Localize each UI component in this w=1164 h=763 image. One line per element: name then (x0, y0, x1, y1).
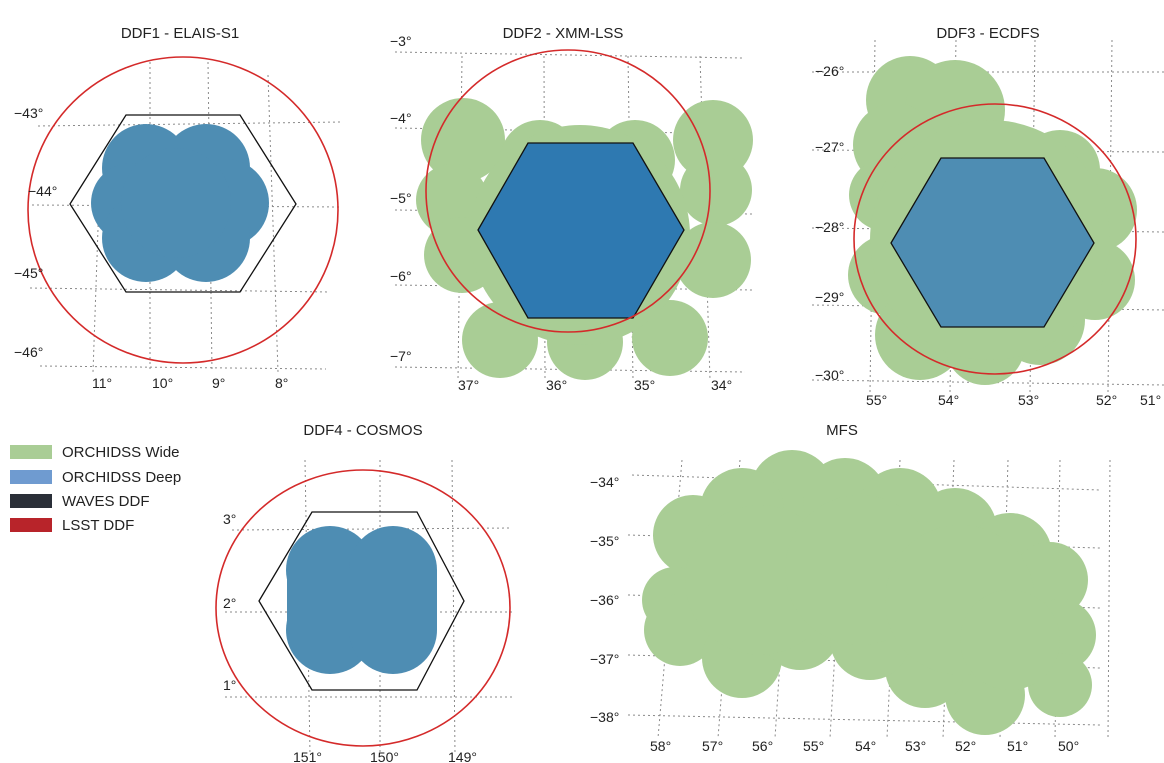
panel-ddf2: DDF2 - XMM-LSS (390, 25, 753, 393)
legend-label-waves: WAVES DDF (62, 493, 150, 510)
dec-label-mfs: −34° (590, 474, 619, 490)
panel-title-ddf1: DDF1 - ELAIS-S1 (121, 25, 239, 42)
legend-swatch-lsst (10, 518, 52, 532)
ra-label-mfs: 53° (905, 738, 926, 754)
ra-label-ddf2: 34° (711, 377, 732, 393)
dec-label-ddf3: −26° (815, 63, 844, 79)
ra-label-mfs: 55° (803, 738, 824, 754)
ra-label-ddf3: 54° (938, 392, 959, 408)
dec-label-ddf3: −30° (815, 367, 844, 383)
legend: ORCHIDSS Wide ORCHIDSS Deep WAVES DDF LS… (10, 444, 181, 534)
dec-label-ddf3: −28° (815, 219, 844, 235)
waves-ddf-outline-ddf2 (477, 142, 685, 319)
grid-ddf4 (225, 459, 513, 756)
legend-item-lsst: LSST DDF (10, 517, 134, 534)
legend-swatch-waves (10, 494, 52, 508)
legend-item-deep: ORCHIDSS Deep (10, 469, 181, 486)
ra-label-mfs: 50° (1058, 738, 1079, 754)
legend-swatch-deep (10, 470, 52, 484)
ra-label-ddf1: 8° (275, 375, 288, 391)
ra-label-ddf1: 9° (212, 375, 225, 391)
waves-ddf-outline-ddf1 (69, 114, 297, 293)
ra-label-mfs: 57° (702, 738, 723, 754)
waves-ddf-outline-ddf4 (258, 511, 465, 691)
ra-label-mfs: 56° (752, 738, 773, 754)
dec-label-ddf1: −46° (14, 344, 43, 360)
dec-label-ddf3: −29° (815, 289, 844, 305)
dec-label-ddf2: −5° (390, 190, 412, 206)
ra-label-ddf3: 51° (1140, 392, 1161, 408)
legend-label-deep: ORCHIDSS Deep (62, 469, 181, 486)
ra-label-ddf2: 36° (546, 377, 567, 393)
ra-label-ddf4: 151° (293, 749, 322, 763)
ra-label-ddf2: 37° (458, 377, 479, 393)
panel-mfs: MFS (590, 422, 1111, 754)
dec-label-ddf3: −27° (815, 139, 844, 155)
dec-label-ddf4: 1° (223, 677, 236, 693)
legend-swatch-wide (10, 445, 52, 459)
orchidss-wide-mfs (642, 450, 1096, 735)
dec-label-ddf1: −43° (14, 105, 43, 121)
lsst-ddf-outline-ddf4 (215, 469, 511, 747)
dec-label-ddf2: −3° (390, 33, 412, 49)
dec-label-ddf2: −4° (390, 110, 412, 126)
panel-ddf3: DDF3 - ECDFS − (811, 25, 1164, 408)
dec-label-ddf2: −6° (390, 268, 412, 284)
orchidss-deep-ddf4 (286, 526, 437, 674)
orchidss-deep-ddf1 (91, 124, 269, 282)
ra-label-mfs: 52° (955, 738, 976, 754)
ra-label-mfs: 51° (1007, 738, 1028, 754)
orchidss-deep-ddf2 (478, 143, 684, 318)
dec-label-ddf1: −44° (28, 183, 57, 199)
ra-label-mfs: 54° (855, 738, 876, 754)
panel-title-ddf3: DDF3 - ECDFS (936, 25, 1039, 42)
dec-label-ddf1: −45° (14, 265, 43, 281)
legend-item-wide: ORCHIDSS Wide (10, 444, 180, 461)
panel-title-mfs: MFS (826, 422, 858, 439)
orchidss-deep-ddf3 (891, 158, 1094, 327)
lsst-ddf-outline-ddf2 (425, 49, 711, 333)
dec-label-mfs: −37° (590, 651, 619, 667)
dec-label-mfs: −36° (590, 592, 619, 608)
legend-item-waves: WAVES DDF (10, 493, 150, 510)
panel-title-ddf4: DDF4 - COSMOS (303, 422, 422, 439)
panel-title-ddf2: DDF2 - XMM-LSS (503, 25, 624, 42)
ra-label-ddf4: 150° (370, 749, 399, 763)
legend-label-lsst: LSST DDF (62, 517, 134, 534)
waves-ddf-outline-ddf3 (890, 157, 1095, 328)
lsst-ddf-outline-ddf1 (27, 56, 339, 364)
ra-label-ddf4: 149° (448, 749, 477, 763)
ra-label-ddf1: 11° (92, 375, 112, 391)
dec-label-ddf4: 3° (223, 511, 236, 527)
dec-label-ddf4: 2° (223, 595, 236, 611)
lsst-ddf-outline-ddf3 (853, 103, 1137, 375)
ra-label-ddf3: 55° (866, 392, 887, 408)
dec-label-mfs: −35° (590, 533, 619, 549)
dec-label-ddf2: −7° (390, 348, 412, 364)
ra-label-ddf3: 53° (1018, 392, 1039, 408)
dec-label-mfs: −38° (590, 709, 619, 725)
legend-label-wide: ORCHIDSS Wide (62, 444, 180, 461)
panel-ddf4: DDF4 - COSMOS 3° 2° 1° 151° 150° 149° (215, 422, 513, 763)
panel-ddf1: DDF1 - ELAIS-S1 −43° −44° −45° −46° 11° … (14, 25, 341, 391)
ra-label-ddf2: 35° (634, 377, 655, 393)
ra-label-ddf3: 52° (1096, 392, 1117, 408)
ra-label-mfs: 58° (650, 738, 671, 754)
ra-label-ddf1: 10° (152, 375, 173, 391)
